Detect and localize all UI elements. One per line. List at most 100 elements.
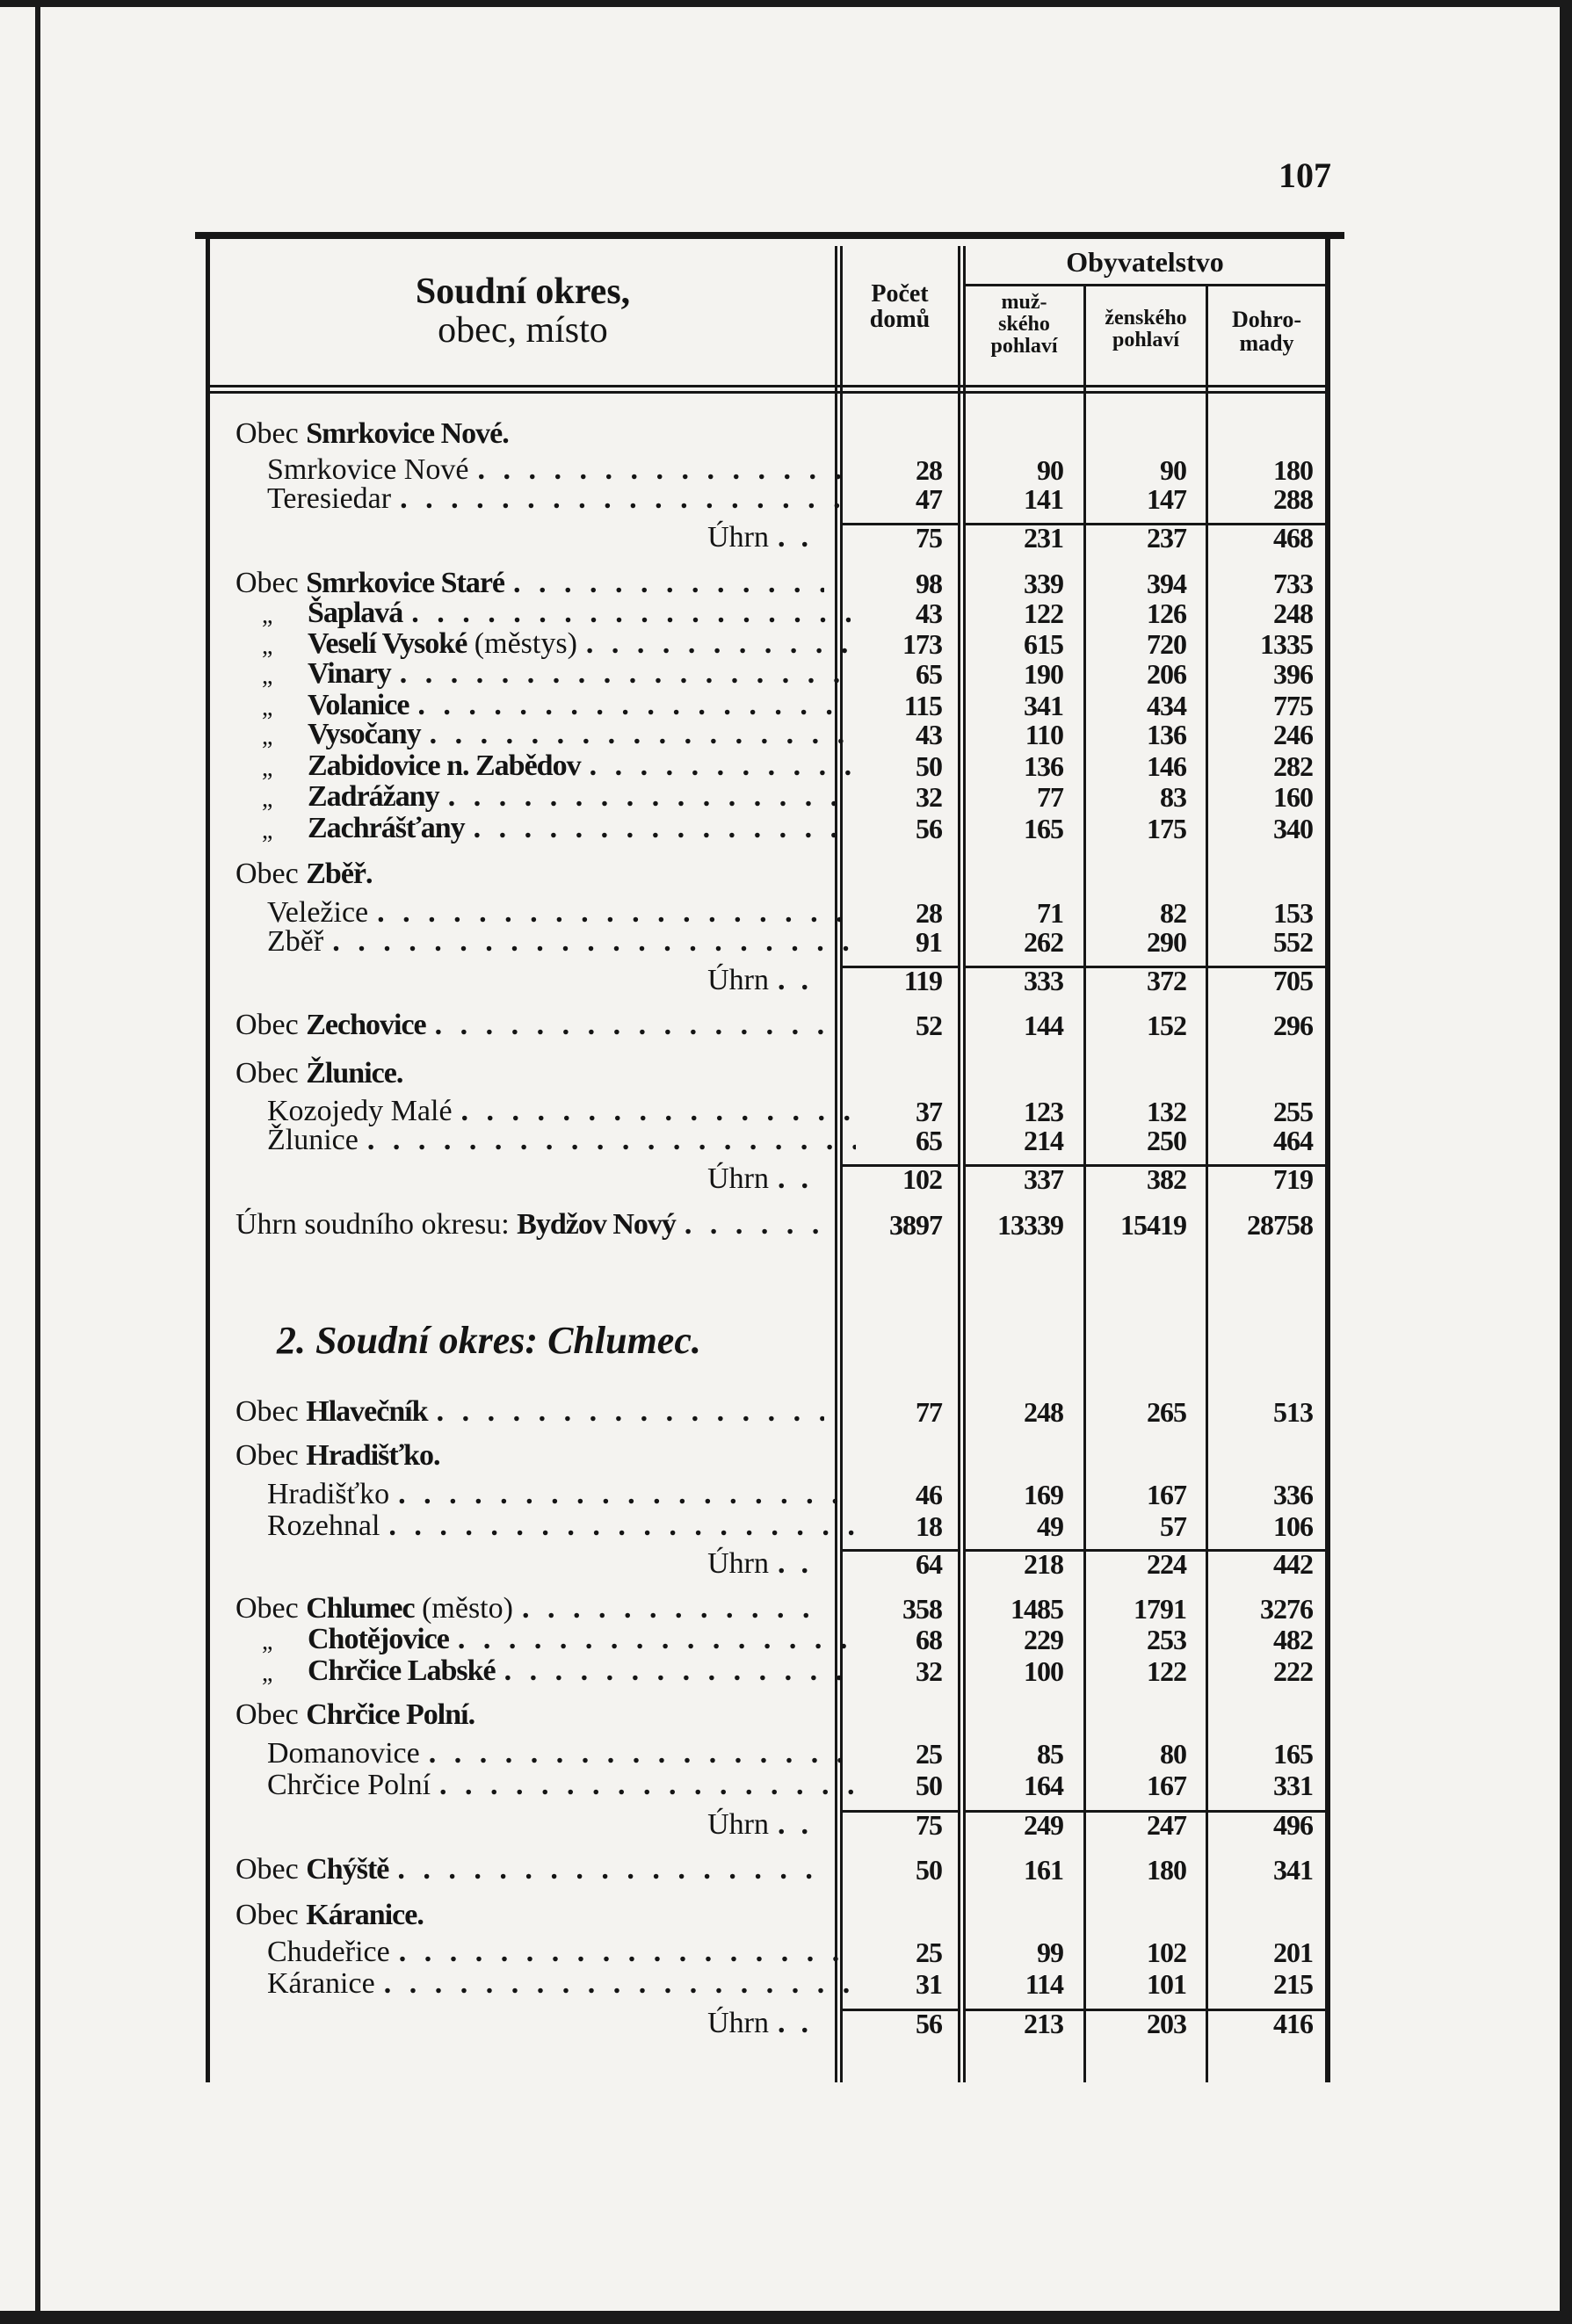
total-value: 28758 [1247, 1209, 1314, 1241]
row-name: Zběř. [306, 858, 373, 890]
table-row: Úhrn.. 119 333 372 705 [0, 962, 1572, 997]
leader-dots [332, 925, 856, 959]
leader-dots [384, 1967, 856, 2001]
table-row: Obec Smrkovice Nové. [0, 416, 1572, 451]
row-label: Úhrn.. [235, 1546, 824, 1581]
houses-value: 68 [916, 1624, 943, 1655]
male-value: 229 [1024, 1624, 1064, 1655]
total-value: 201 [1273, 1937, 1314, 1968]
subtotal-rule [843, 1810, 958, 1813]
row-label: Smrkovice Nové [235, 452, 856, 487]
male-value: 190 [1024, 658, 1064, 690]
subtotal-rule [1208, 1810, 1325, 1813]
houses-value: 43 [916, 719, 943, 750]
row-name: Zadrážany [308, 780, 440, 813]
ditto-mark: „ [262, 1660, 273, 1687]
male-value: 114 [1025, 1968, 1064, 2000]
leader-dots: .. [778, 1808, 824, 1841]
row-prefix: Obec [235, 858, 299, 890]
table-row: Chrčice Polní 50 164 167 331 [0, 1767, 1572, 1802]
row-label: „ Chrčice Labské [235, 1653, 851, 1688]
row-label: Úhrn.. [235, 1806, 824, 1842]
leader-dots [439, 1769, 856, 1802]
female-value: 83 [1160, 781, 1187, 813]
row-name: Chudeřice [267, 1936, 390, 1968]
female-value: 152 [1147, 1010, 1187, 1041]
female-value: 15419 [1120, 1209, 1187, 1241]
subtotal-rule [843, 966, 958, 968]
female-value: 250 [1147, 1125, 1187, 1156]
houses-value: 119 [903, 965, 943, 996]
leader-dots [474, 812, 851, 845]
leader-dots: .. [778, 2007, 824, 2039]
subtotal-rule [966, 2009, 1083, 2011]
row-name: Chrčice Labské [308, 1654, 496, 1687]
female-value: 167 [1147, 1479, 1187, 1510]
houses-value: 25 [916, 1937, 943, 1968]
row-label: Obec Smrkovice Nové. [235, 416, 824, 451]
row-name: Žlunice [267, 1124, 359, 1156]
female-value: 372 [1147, 965, 1187, 996]
row-name: Zběř [267, 925, 324, 958]
header-female-column: ženského pohlaví [1086, 307, 1206, 351]
leader-dots [400, 657, 851, 691]
male-value: 85 [1037, 1738, 1064, 1770]
female-value: 290 [1147, 926, 1187, 958]
female-value: 206 [1147, 658, 1187, 690]
houses-value: 37 [916, 1096, 943, 1127]
houses-value: 65 [916, 658, 943, 690]
total-value: 180 [1273, 454, 1314, 486]
row-name: Veležice [267, 896, 369, 929]
row-label: „ Volanice [235, 687, 851, 722]
male-value: 100 [1024, 1655, 1064, 1687]
row-name: Šaplavá [308, 597, 403, 629]
subtotal-rule [1086, 1810, 1206, 1813]
female-value: 224 [1147, 1548, 1187, 1580]
leader-dots [429, 1737, 856, 1770]
header-name-column: Soudní okres, obec, místo [211, 272, 835, 350]
row-name: Bydžov Nový [517, 1208, 677, 1241]
male-value: 262 [1024, 926, 1064, 958]
row-suffix: (město) [422, 1592, 513, 1625]
male-value: 337 [1024, 1163, 1064, 1195]
row-name: Veselí Vysoké [308, 627, 467, 660]
row-prefix: Úhrn soudního okresu: [235, 1208, 510, 1241]
ditto-mark: „ [262, 786, 273, 813]
male-value: 231 [1024, 522, 1064, 554]
row-label: Obec Káranice. [235, 1897, 824, 1932]
total-value: 336 [1273, 1479, 1314, 1510]
subtotal-rule [843, 1549, 958, 1552]
row-name: Hradišťko. [306, 1439, 440, 1472]
male-value: 169 [1024, 1479, 1064, 1510]
subtotal-rule [1086, 2009, 1206, 2011]
page-top-edge [0, 0, 1572, 7]
column-divider [958, 246, 960, 2082]
row-label: „ Zachrášťany [235, 810, 851, 845]
table-row: „ Zabidovice n. Zabědov 50 136 146 282 [0, 748, 1572, 783]
leader-dots [430, 718, 851, 751]
table-row: Úhrn.. 102 337 382 719 [0, 1161, 1572, 1196]
row-label: Obec Hradišťko. [235, 1437, 824, 1473]
row-name: Káranice [267, 1967, 375, 2000]
female-value: 382 [1147, 1163, 1187, 1195]
subtotal-rule [843, 2009, 958, 2011]
header-text: domů [869, 306, 931, 334]
total-value: 496 [1273, 1809, 1314, 1841]
subtotal-rule [1086, 1164, 1206, 1167]
houses-value: 91 [916, 926, 943, 958]
row-label: Úhrn.. [235, 1161, 824, 1196]
leader-dots: .. [778, 1547, 824, 1580]
total-value: 106 [1273, 1510, 1314, 1542]
total-value: 222 [1273, 1655, 1314, 1687]
table-row: Káranice 31 114 101 215 [0, 1966, 1572, 2001]
female-value: 167 [1147, 1770, 1187, 1801]
table-row: Úhrn soudního okresu: Bydžov Nový 3897 133… [0, 1206, 1572, 1242]
total-label: Úhrn [707, 1808, 769, 1841]
table-row: „ Vysočany 43 110 136 246 [0, 716, 1572, 751]
header-text: ženského [1105, 307, 1187, 329]
row-name: Smrkovice Nové. [306, 417, 510, 450]
table-row: Obec Chýště 50 161 180 341 [0, 1851, 1572, 1886]
male-value: 341 [1024, 690, 1064, 721]
houses-value: 25 [916, 1738, 943, 1770]
row-name: Smrkovice Staré [306, 567, 505, 599]
